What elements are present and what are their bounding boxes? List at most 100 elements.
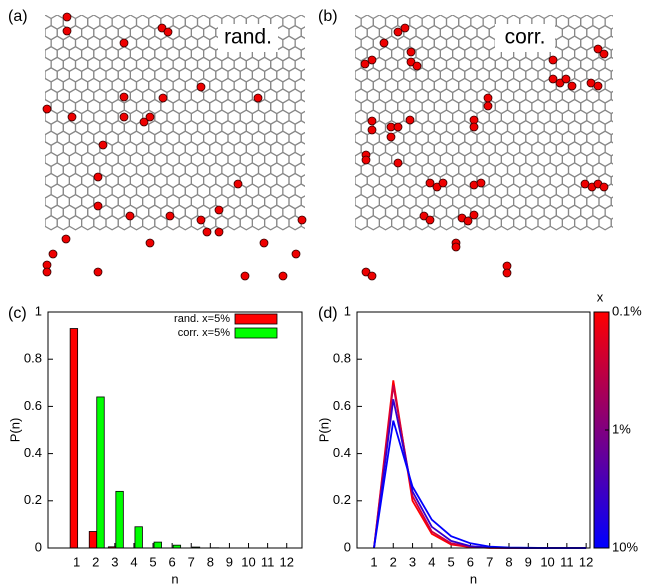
hexagon: [251, 215, 266, 231]
hexagon: [27, 15, 39, 29]
x-tick-label: 11: [261, 554, 275, 569]
colorbar-tick-label: 1%: [612, 421, 631, 436]
impurity: [432, 182, 442, 192]
colorbar-tick-label: 0.1%: [612, 303, 642, 318]
x-tick-label: 5: [149, 554, 156, 569]
hexagon: [203, 215, 217, 231]
hexagon: [45, 70, 46, 80]
impurity: [196, 82, 206, 92]
x-tick-label: 11: [560, 554, 574, 569]
hexagon: [307, 142, 319, 156]
impurity: [42, 267, 52, 277]
x-tick-label: 12: [279, 554, 293, 569]
hexagon: [300, 89, 305, 103]
hexagon: [27, 78, 39, 92]
hexagon: [300, 110, 305, 124]
y-tick-label: 1: [35, 303, 42, 318]
hexagon: [537, 215, 551, 231]
plot-frame: [356, 311, 591, 549]
hexagon: [623, 26, 635, 40]
impurity: [61, 234, 71, 244]
legend-swatch: [234, 313, 278, 325]
hexagon: [337, 57, 349, 71]
impurity: [400, 23, 410, 33]
y-axis-label: P(n): [7, 418, 22, 443]
impurity: [93, 172, 103, 182]
hexagon: [403, 215, 417, 231]
impurity: [483, 93, 493, 103]
hexagon: [337, 78, 349, 92]
hexagon: [45, 28, 46, 37]
hexagon: [337, 121, 349, 135]
impurity: [483, 101, 493, 111]
impurity: [165, 211, 175, 221]
hexagon: [617, 100, 629, 114]
hexagon: [617, 15, 629, 29]
bar: [134, 526, 143, 549]
hexagon: [313, 195, 325, 209]
hexagon: [307, 184, 319, 198]
x-tick-label: 1: [73, 554, 80, 569]
impurity: [599, 49, 609, 59]
impurity: [93, 267, 103, 277]
hexagon: [366, 215, 380, 231]
hexagon: [561, 215, 576, 231]
y-tick-label: 0.6: [333, 398, 351, 413]
impurity: [67, 112, 77, 122]
x-tick-label: 7: [188, 554, 195, 569]
hexagon: [307, 57, 319, 71]
hexagon: [27, 100, 39, 114]
hexagon: [488, 215, 502, 231]
hexagon: [27, 184, 39, 198]
x-tick-label: 3: [409, 554, 416, 569]
x-tick-label: 3: [111, 554, 118, 569]
y-axis-label: P(n): [316, 418, 331, 443]
hexagon: [610, 48, 613, 60]
impurity: [48, 249, 58, 259]
y-tick-label: 0.6: [24, 398, 42, 413]
hexagon: [355, 176, 356, 185]
hexagon: [45, 155, 46, 164]
hexagon: [313, 216, 325, 230]
y-tick-label: 0: [35, 539, 42, 554]
hexagon: [617, 121, 629, 135]
impurity: [62, 12, 72, 22]
impurity: [555, 78, 565, 88]
impurity: [405, 115, 415, 125]
hexagon: [300, 153, 305, 166]
hexagon: [549, 215, 564, 231]
hexagon: [610, 132, 613, 144]
hexagon: [45, 91, 46, 101]
hexagon: [300, 68, 305, 82]
hexagon: [307, 205, 319, 219]
impurity: [393, 27, 403, 37]
hexagon: [307, 100, 319, 114]
hexagon: [623, 152, 635, 166]
title-bg: [218, 24, 278, 52]
hexagon: [623, 68, 635, 82]
hexagon: [355, 49, 356, 58]
y-tick-label: 0.2: [333, 492, 351, 507]
impurity: [438, 178, 448, 188]
impurity: [367, 125, 377, 135]
panel-title: rand.: [224, 26, 272, 49]
impurity: [502, 268, 512, 278]
panel-label: (c): [8, 305, 27, 322]
hexagon: [307, 78, 319, 92]
x-tick-label: 9: [525, 554, 532, 569]
hexagon: [313, 131, 325, 145]
impurity: [406, 47, 416, 57]
impurity: [548, 55, 558, 65]
impurity: [278, 271, 288, 281]
y-tick-label: 0.4: [333, 445, 351, 460]
impurity: [451, 242, 461, 252]
impurity: [145, 238, 155, 248]
hexagon: [617, 36, 629, 50]
y-tick-label: 1: [344, 303, 351, 318]
hexagon: [610, 217, 613, 229]
impurity: [469, 122, 479, 132]
impurity: [361, 155, 371, 165]
x-tick-label: 4: [130, 554, 137, 569]
hexagon: [391, 215, 405, 231]
